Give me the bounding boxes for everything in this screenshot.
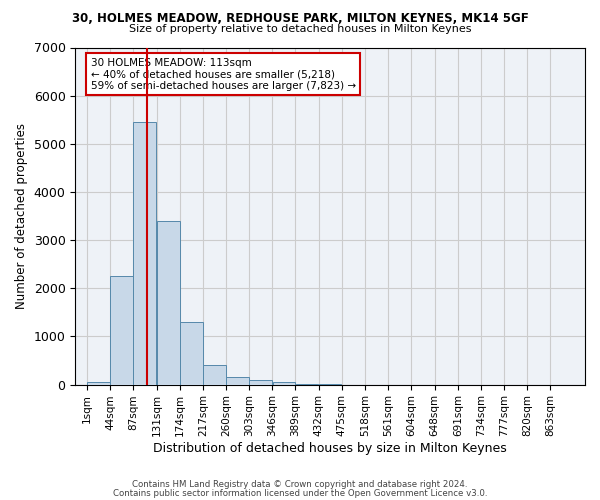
Bar (87, 382, 110, 384)
Bar (180, 322, 203, 384)
Bar (203, 366, 226, 384)
Bar (250, 380, 272, 384)
Bar (110, 276, 133, 384)
X-axis label: Distribution of detached houses by size in Milton Keynes: Distribution of detached houses by size … (153, 442, 507, 455)
Bar (272, 382, 295, 384)
Text: 30, HOLMES MEADOW, REDHOUSE PARK, MILTON KEYNES, MK14 5GF: 30, HOLMES MEADOW, REDHOUSE PARK, MILTON… (71, 12, 529, 26)
Bar (157, 221, 179, 384)
Y-axis label: Number of detached properties: Number of detached properties (15, 123, 28, 309)
Text: Contains HM Land Registry data © Crown copyright and database right 2024.: Contains HM Land Registry data © Crown c… (132, 480, 468, 489)
Bar (226, 378, 249, 384)
Bar (133, 122, 156, 384)
Text: 30 HOLMES MEADOW: 113sqm
← 40% of detached houses are smaller (5,218)
59% of sem: 30 HOLMES MEADOW: 113sqm ← 40% of detach… (91, 58, 356, 91)
Text: Contains public sector information licensed under the Open Government Licence v3: Contains public sector information licen… (113, 488, 487, 498)
Text: Size of property relative to detached houses in Milton Keynes: Size of property relative to detached ho… (129, 24, 471, 34)
